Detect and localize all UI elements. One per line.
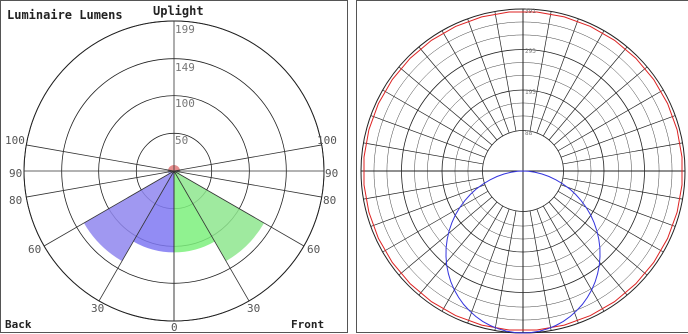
candela-spoke <box>557 190 664 253</box>
ring-label-100: 100 <box>175 97 195 110</box>
angle-label-right-60: 60 <box>307 243 320 256</box>
candela-ring-label-391: 391 <box>525 8 536 15</box>
lumens-zone-front-0-30 <box>174 171 215 253</box>
luminaire-lumens-chart: Luminaire Lumens Uplight Back Front 50 1… <box>0 0 348 333</box>
candela-spoke <box>418 46 498 141</box>
candela-spoke <box>467 18 510 134</box>
chart-title: Luminaire Lumens <box>7 8 123 22</box>
angle-label-left-100: 100 <box>5 134 25 147</box>
lumens-polar-svg: Luminaire Lumens Uplight Back Front 50 1… <box>5 4 338 332</box>
candela-ring-label-88: 88 <box>525 130 533 137</box>
candela-distribution-chart: 391 293 195 88 <box>356 0 688 334</box>
candela-ring-label-293: 293 <box>525 48 536 55</box>
candela-spoke <box>370 115 486 158</box>
candela-spoke <box>553 66 648 146</box>
candela-spoke <box>467 208 510 324</box>
candela-spoke <box>560 184 676 227</box>
candela-spoke <box>363 142 484 165</box>
angle-label-right-80: 80 <box>323 194 336 207</box>
candela-spoke <box>536 18 579 134</box>
lumens-spoke <box>98 170 175 302</box>
ring-label-149: 149 <box>175 61 195 74</box>
candela-spoke <box>382 89 489 152</box>
lumens-spoke <box>43 170 175 247</box>
lumens-spoke <box>173 170 305 247</box>
candela-spoke <box>560 115 676 158</box>
candela-spoke <box>529 210 552 331</box>
lumens-spokes <box>24 21 324 321</box>
lumens-spoke <box>26 144 175 172</box>
candela-spoke <box>536 208 579 324</box>
candela-spoke <box>562 177 683 200</box>
candela-spoke <box>382 190 489 253</box>
back-label: Back <box>5 318 32 331</box>
candela-spoke <box>494 11 517 132</box>
ring-label-50: 50 <box>175 134 188 147</box>
lumens-spoke <box>173 170 322 198</box>
candela-spoke <box>553 196 648 276</box>
candela-spoke <box>441 30 504 137</box>
lumens-zone-back-0-30 <box>133 171 174 253</box>
candela-envelope-curve <box>363 11 683 331</box>
lumens-spoke <box>26 170 175 198</box>
lumens-spoke <box>173 144 322 172</box>
lumens-zones <box>83 164 265 262</box>
lumens-zone-front-30-60 <box>174 171 265 262</box>
ring-label-199: 199 <box>175 23 195 36</box>
candela-spoke <box>398 196 493 276</box>
lumens-spoke <box>173 170 250 302</box>
angle-label-right-30: 30 <box>247 302 260 315</box>
candela-spoke <box>441 205 504 312</box>
candela-spoke <box>398 66 493 146</box>
angle-label-left-90: 90 <box>9 167 22 180</box>
candela-spoke <box>418 201 498 296</box>
candela-spoke <box>542 205 605 312</box>
candela-ring-label-195: 195 <box>525 89 536 96</box>
candela-spoke <box>557 89 664 152</box>
candela-spoke <box>529 11 552 132</box>
candela-spoke <box>494 210 517 331</box>
candela-spoke <box>542 30 605 137</box>
angle-label-left-80: 80 <box>9 194 22 207</box>
angle-label-left-60: 60 <box>28 243 41 256</box>
lumens-zone-back-30-60 <box>83 171 174 262</box>
candela-spoke <box>370 184 486 227</box>
angle-label-right-90: 90 <box>325 167 338 180</box>
front-label: Front <box>291 318 324 331</box>
angle-label-left-30: 30 <box>91 302 104 315</box>
angle-label-0: 0 <box>171 321 178 332</box>
candela-spoke <box>562 142 683 165</box>
candela-spoke <box>548 201 628 296</box>
candela-spoke <box>548 46 628 141</box>
uplight-label: Uplight <box>153 4 204 18</box>
candela-spoke <box>363 177 484 200</box>
angle-label-right-100: 100 <box>317 134 337 147</box>
candela-polar-svg: 391 293 195 88 <box>360 8 686 334</box>
